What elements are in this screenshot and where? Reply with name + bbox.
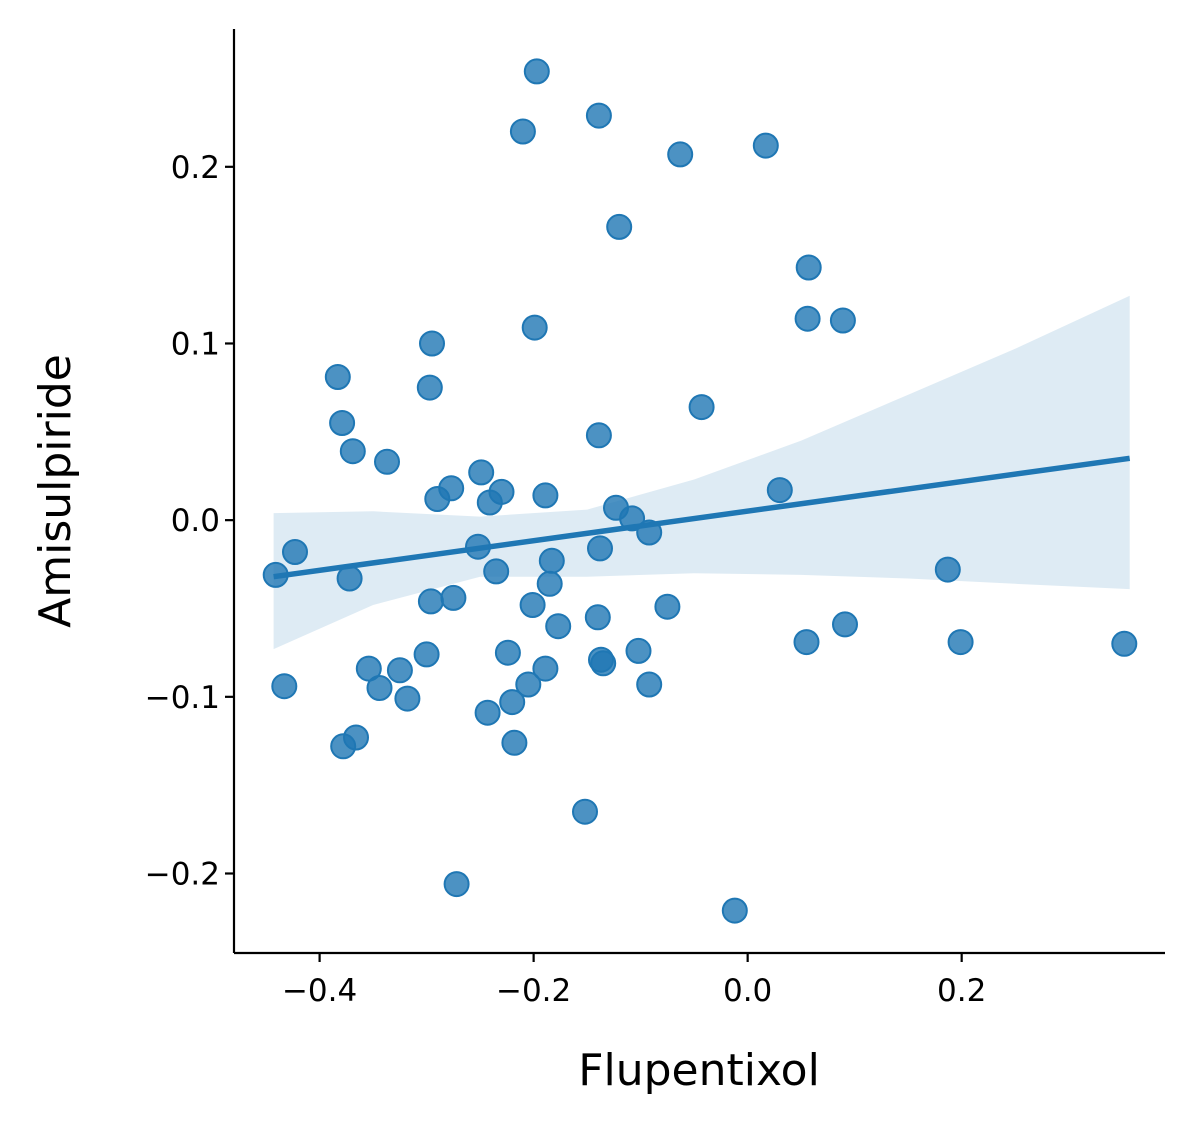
- scatter-point: [667, 141, 694, 168]
- x-axis-label: Flupentixol: [578, 1045, 820, 1096]
- scatter-point: [688, 394, 715, 421]
- scatter-point: [793, 629, 820, 656]
- scatter-point: [766, 477, 793, 504]
- scatter-point: [468, 459, 495, 486]
- scatter-point: [584, 604, 611, 631]
- x-axis-ticks: −0.4 −0.2 0.0 0.2: [282, 953, 986, 1009]
- scatter-point: [374, 448, 400, 475]
- scatter-point: [521, 314, 548, 341]
- scatter-point: [538, 547, 565, 574]
- scatter-points: [262, 58, 1138, 924]
- scatter-point: [424, 486, 451, 512]
- scatter-point: [934, 556, 961, 583]
- scatter-point: [1111, 630, 1138, 657]
- scatter-point: [721, 897, 748, 924]
- scatter-point: [519, 592, 546, 618]
- x-tick-label: −0.2: [496, 973, 571, 1009]
- scatter-point: [413, 641, 440, 668]
- scatter-point: [483, 558, 510, 585]
- y-tick-label: −0.1: [145, 680, 220, 716]
- scatter-point: [324, 364, 351, 390]
- scatter-point: [832, 611, 858, 638]
- scatter-point: [795, 254, 822, 281]
- y-tick-label: 0.1: [171, 326, 220, 362]
- scatter-point: [606, 213, 633, 240]
- scatter-point: [590, 650, 617, 677]
- scatter-point: [509, 118, 536, 145]
- scatter-point: [476, 489, 503, 516]
- scatter-point: [417, 588, 444, 615]
- confidence-band: [273, 295, 1130, 650]
- scatter-point: [636, 671, 663, 698]
- scatter-point: [499, 689, 526, 716]
- scatter-point: [947, 629, 974, 656]
- scatter-point: [501, 729, 528, 756]
- scatter-point: [523, 58, 550, 85]
- scatter-point: [625, 637, 652, 664]
- scatter-point: [262, 561, 289, 588]
- scatter-point: [440, 584, 467, 611]
- scatter-point: [339, 438, 366, 465]
- scatter-point: [545, 613, 572, 640]
- scatter-point: [536, 570, 563, 597]
- y-axis-ticks: −0.2 −0.1 0.0 0.1 0.2: [145, 150, 234, 892]
- scatter-point: [572, 798, 598, 825]
- scatter-point: [419, 330, 445, 357]
- scatter-point: [585, 422, 612, 449]
- y-tick-label: 0.0: [171, 503, 220, 539]
- regression-line-group: [273, 455, 1131, 580]
- scatter-point: [330, 733, 357, 760]
- scatter-point: [585, 102, 612, 129]
- scatter-point: [474, 699, 501, 726]
- scatter-point: [282, 539, 308, 565]
- scatter-point: [366, 675, 393, 701]
- scatter-point: [386, 657, 413, 684]
- scatter-point: [494, 639, 521, 666]
- scatter-point: [587, 535, 613, 562]
- x-tick-label: 0.0: [723, 973, 772, 1009]
- scatter-point: [465, 533, 491, 560]
- axes-spines: [232, 29, 1165, 955]
- scatter-point: [794, 305, 821, 332]
- y-tick-label: −0.2: [145, 856, 220, 892]
- confidence-band-area: [273, 295, 1130, 650]
- scatter-point: [416, 374, 443, 401]
- x-tick-label: 0.2: [937, 973, 986, 1009]
- y-tick-label: 0.2: [171, 150, 220, 186]
- scatter-point: [394, 685, 421, 712]
- scatter-point: [532, 482, 559, 509]
- x-tick-label: −0.4: [282, 973, 357, 1009]
- scatter-point: [532, 655, 559, 682]
- scatter-point: [654, 593, 681, 620]
- scatter-point: [515, 671, 542, 698]
- y-axis-label: Amisulpiride: [30, 354, 81, 628]
- scatter-point: [271, 673, 298, 700]
- scatter-point: [329, 410, 356, 436]
- regression-line: [273, 455, 1131, 580]
- scatter-point: [752, 132, 779, 159]
- scatter-point: [443, 871, 470, 898]
- scatter-point: [355, 655, 382, 682]
- scatter-point: [636, 519, 663, 546]
- scatter-point: [336, 565, 363, 592]
- scatter-point: [619, 505, 646, 532]
- scatter-point: [829, 307, 856, 334]
